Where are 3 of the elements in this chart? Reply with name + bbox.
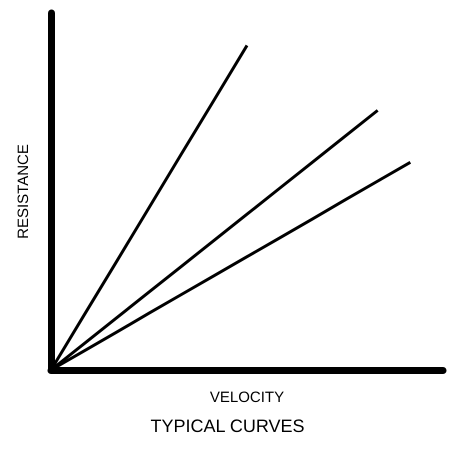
y-axis-title: RESISTANCE [15, 144, 32, 239]
text: TYPICAL CURVES [150, 416, 305, 436]
x-axis-title: VELOCITY [210, 389, 284, 406]
